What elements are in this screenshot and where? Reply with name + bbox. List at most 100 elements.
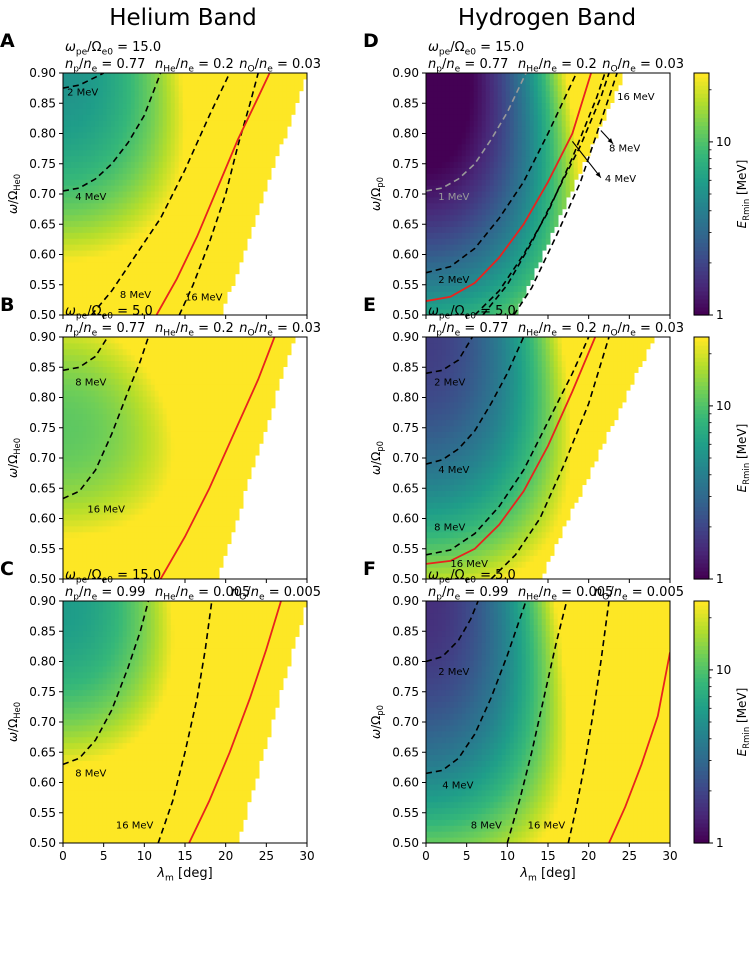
heatmap-cell — [142, 419, 148, 427]
heatmap-cell — [202, 267, 208, 275]
heatmap-cell — [426, 78, 431, 86]
heatmap-cell — [110, 173, 116, 180]
heatmap-cell — [433, 102, 439, 109]
heatmap-cell — [449, 285, 455, 292]
heatmap-cell — [154, 490, 160, 497]
heatmap-cell — [605, 102, 611, 109]
heatmap-cell — [246, 173, 252, 180]
heatmap-cell — [226, 196, 232, 204]
heatmap-cell — [102, 285, 108, 292]
heatmap-cell — [242, 108, 248, 115]
heatmap-cell — [86, 73, 92, 80]
heatmap-cell — [74, 143, 80, 151]
heatmap-cell — [461, 296, 467, 304]
heatmap-cell — [98, 413, 104, 421]
heatmap-cell — [210, 249, 216, 257]
heatmap-cell — [505, 214, 511, 222]
heatmap-cell — [78, 543, 84, 550]
heatmap-cell — [114, 178, 120, 186]
heatmap-cell — [437, 291, 443, 298]
heatmap-cell — [226, 137, 232, 145]
heatmap-cell — [186, 401, 192, 409]
heatmap-cell — [134, 401, 140, 409]
heatmap-cell — [182, 226, 188, 233]
heatmap-cell — [118, 401, 124, 409]
heatmap-cell — [226, 90, 232, 98]
heatmap-cell — [202, 131, 208, 139]
heatmap-cell — [170, 291, 176, 298]
heatmap-cell — [98, 96, 104, 104]
heatmap-cell — [246, 84, 252, 92]
heatmap-cell — [517, 196, 523, 204]
heatmap-cell — [134, 360, 140, 368]
heatmap-cell — [234, 214, 240, 222]
ratio-np: np​/ne​ = 0.77 — [428, 57, 508, 74]
heatmap-cell — [118, 214, 124, 222]
heatmap-cell — [122, 261, 128, 269]
heatmap-cell — [234, 131, 240, 139]
heatmap-cell — [517, 173, 523, 180]
heatmap-cell — [66, 143, 72, 151]
heatmap-cell — [521, 202, 527, 210]
heatmap-cell — [106, 161, 112, 168]
heatmap-cell — [206, 178, 212, 186]
heatmap-cell — [441, 102, 447, 109]
heatmap-cell — [102, 73, 108, 80]
heatmap-cell — [493, 267, 499, 275]
heatmap-cell — [190, 255, 196, 263]
heatmap-cell — [118, 114, 124, 121]
heatmap-cell — [521, 78, 527, 86]
heatmap-cell — [226, 125, 232, 133]
heatmap-cell — [106, 407, 112, 415]
heatmap-cell — [174, 555, 180, 562]
heatmap-cell — [465, 308, 471, 315]
heatmap-cell — [533, 161, 539, 168]
heatmap-cell — [573, 137, 579, 145]
heatmap-cell — [433, 78, 439, 86]
heatmap-cell — [569, 178, 575, 186]
heatmap-cell — [110, 342, 116, 350]
heatmap-cell — [218, 267, 224, 275]
heatmap-cell — [82, 308, 88, 315]
heatmap-cell — [178, 279, 184, 286]
heatmap-cell — [453, 155, 459, 163]
heatmap-cell — [138, 519, 144, 527]
heatmap-cell — [485, 226, 491, 233]
heatmap-cell — [142, 119, 148, 127]
heatmap-cell — [134, 208, 140, 216]
heatmap-cell — [86, 543, 92, 550]
heatmap-cell — [505, 96, 511, 104]
heatmap-cell — [242, 143, 248, 151]
heatmap-cell — [122, 401, 128, 409]
heatmap-cell — [513, 125, 519, 133]
heatmap-cell — [198, 273, 204, 281]
heatmap-cell — [138, 501, 144, 509]
heatmap-cell — [202, 90, 208, 98]
heatmap-cell — [190, 431, 196, 438]
heatmap-cell — [110, 543, 116, 550]
heatmap-cell — [477, 255, 483, 263]
heatmap-cell — [557, 102, 563, 109]
heatmap-cell — [246, 119, 252, 127]
heatmap-cell — [230, 243, 236, 251]
heatmap-cell — [473, 114, 479, 121]
heatmap-cell — [449, 184, 455, 192]
heatmap-cell — [186, 360, 192, 368]
heatmap-cell — [198, 214, 204, 222]
heatmap-cell — [166, 413, 172, 421]
heatmap-cell — [565, 149, 571, 157]
heatmap-cell — [170, 273, 176, 281]
heatmap-cell — [110, 337, 116, 344]
heatmap-cell — [202, 190, 208, 198]
heatmap-cell — [114, 513, 120, 521]
heatmap-cell — [569, 119, 575, 127]
heatmap-cell — [154, 261, 160, 269]
heatmap-cell — [206, 184, 212, 192]
y-tick-label: 0.75 — [392, 157, 419, 171]
heatmap-cell — [154, 531, 160, 539]
heatmap-cell — [162, 496, 168, 503]
heatmap-cell — [78, 348, 84, 356]
heatmap-cell — [138, 337, 144, 344]
heatmap-cell — [86, 478, 92, 486]
